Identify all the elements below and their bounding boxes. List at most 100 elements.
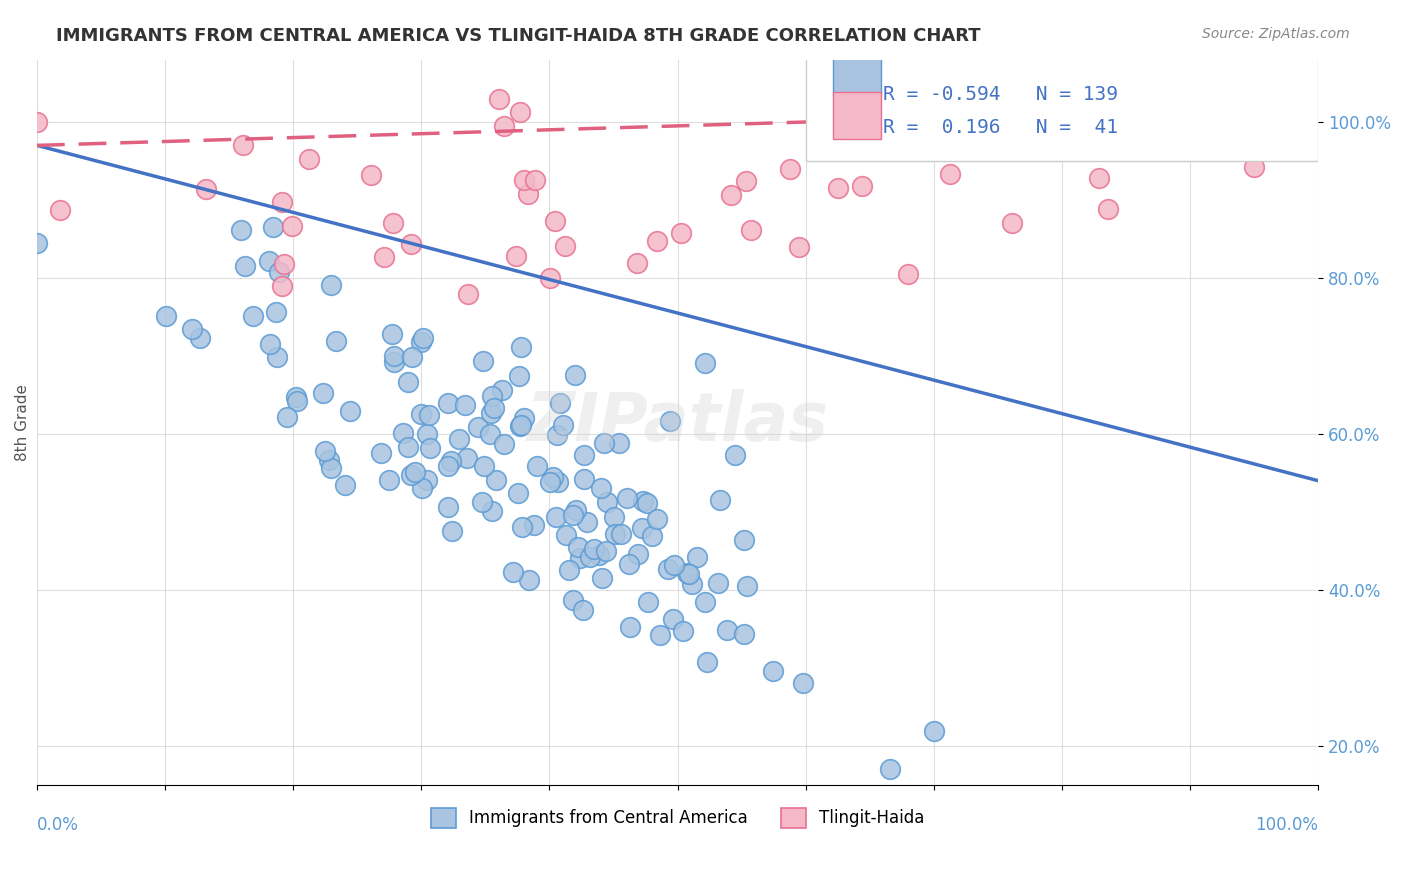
Point bbox=[546, 427, 568, 442]
Point bbox=[641, 528, 664, 542]
Point bbox=[373, 250, 395, 264]
Text: ZIPatlas: ZIPatlas bbox=[527, 389, 828, 455]
Point bbox=[510, 418, 533, 433]
Point bbox=[437, 396, 460, 410]
Point bbox=[607, 436, 630, 450]
Point bbox=[664, 558, 686, 573]
Point bbox=[382, 349, 405, 363]
Point bbox=[574, 472, 596, 486]
Point bbox=[319, 461, 342, 475]
FancyBboxPatch shape bbox=[832, 92, 882, 139]
Point bbox=[562, 508, 585, 522]
Point bbox=[792, 675, 814, 690]
Point bbox=[440, 454, 463, 468]
Point bbox=[505, 249, 527, 263]
Point bbox=[517, 187, 540, 202]
Point bbox=[686, 549, 709, 564]
Point bbox=[591, 570, 613, 584]
Point bbox=[321, 277, 343, 292]
Point bbox=[481, 504, 503, 518]
FancyBboxPatch shape bbox=[832, 49, 882, 95]
Point bbox=[419, 441, 441, 455]
Point bbox=[558, 563, 581, 577]
Point bbox=[370, 446, 392, 460]
Point bbox=[231, 223, 253, 237]
Point bbox=[735, 579, 758, 593]
Point bbox=[381, 216, 404, 230]
Point bbox=[418, 408, 440, 422]
Point bbox=[440, 524, 463, 539]
Point bbox=[693, 356, 716, 370]
Point bbox=[554, 238, 576, 252]
Point bbox=[626, 256, 648, 270]
Point bbox=[416, 474, 439, 488]
Point bbox=[554, 528, 576, 542]
Point bbox=[523, 517, 546, 532]
Point bbox=[339, 403, 361, 417]
Point bbox=[437, 458, 460, 473]
Point bbox=[564, 368, 586, 382]
Point bbox=[392, 426, 415, 441]
Point bbox=[636, 496, 658, 510]
Point bbox=[720, 188, 742, 202]
Point bbox=[409, 407, 432, 421]
Point bbox=[575, 515, 598, 529]
Legend: Immigrants from Central America, Tlingit-Haida: Immigrants from Central America, Tlingit… bbox=[423, 801, 931, 835]
Point bbox=[596, 495, 619, 509]
Point bbox=[617, 557, 640, 571]
Point bbox=[1087, 170, 1109, 185]
Point bbox=[155, 309, 177, 323]
Point bbox=[49, 202, 72, 217]
Point bbox=[571, 603, 593, 617]
Text: 100.0%: 100.0% bbox=[1256, 816, 1319, 834]
Point bbox=[513, 173, 536, 187]
Point bbox=[678, 567, 700, 582]
Text: IMMIGRANTS FROM CENTRAL AMERICA VS TLINGIT-HAIDA 8TH GRADE CORRELATION CHART: IMMIGRANTS FROM CENTRAL AMERICA VS TLING… bbox=[56, 27, 981, 45]
Point bbox=[588, 548, 610, 562]
Point bbox=[538, 271, 561, 285]
Point bbox=[595, 544, 617, 558]
Point bbox=[662, 612, 685, 626]
Point bbox=[492, 119, 515, 133]
Point bbox=[707, 576, 730, 591]
Point bbox=[273, 257, 295, 271]
Point bbox=[787, 240, 810, 254]
Point bbox=[998, 130, 1021, 145]
Point bbox=[610, 527, 633, 541]
Point bbox=[669, 226, 692, 240]
Point bbox=[551, 417, 574, 432]
Point bbox=[696, 655, 718, 669]
Point bbox=[494, 437, 516, 451]
Point bbox=[538, 475, 561, 489]
Point bbox=[1097, 202, 1119, 217]
Point bbox=[616, 491, 638, 505]
Point bbox=[897, 267, 920, 281]
Point bbox=[569, 550, 592, 565]
Point bbox=[578, 550, 600, 565]
Point bbox=[724, 448, 747, 462]
Point bbox=[543, 469, 565, 483]
Point bbox=[471, 495, 494, 509]
Point bbox=[740, 222, 762, 236]
Point bbox=[681, 576, 703, 591]
Point bbox=[546, 510, 568, 524]
Point bbox=[271, 278, 294, 293]
Point bbox=[593, 435, 616, 450]
Point bbox=[285, 391, 308, 405]
Point bbox=[572, 448, 595, 462]
Point bbox=[314, 444, 336, 458]
Point bbox=[195, 181, 218, 195]
Point bbox=[454, 398, 477, 412]
Text: R = -0.594   N = 139: R = -0.594 N = 139 bbox=[883, 85, 1118, 104]
Point bbox=[693, 595, 716, 609]
Point bbox=[488, 92, 510, 106]
Point bbox=[479, 427, 502, 442]
Text: R =  0.196   N =  41: R = 0.196 N = 41 bbox=[883, 118, 1118, 136]
Point bbox=[879, 762, 901, 776]
Y-axis label: 8th Grade: 8th Grade bbox=[15, 384, 30, 461]
Point bbox=[672, 624, 695, 639]
Point bbox=[232, 138, 254, 153]
Point bbox=[276, 410, 298, 425]
Point bbox=[647, 234, 669, 248]
Point bbox=[565, 502, 588, 516]
